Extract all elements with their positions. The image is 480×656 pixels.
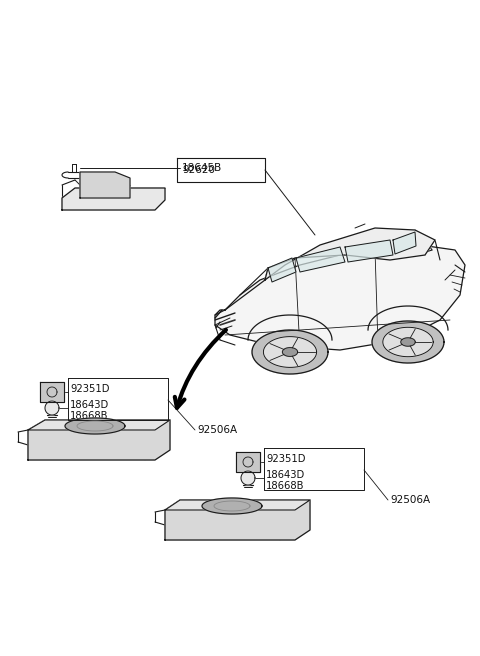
Text: 18643D: 18643D — [70, 400, 109, 410]
Polygon shape — [252, 330, 328, 374]
Polygon shape — [202, 498, 262, 514]
Polygon shape — [28, 420, 170, 460]
Polygon shape — [40, 382, 64, 402]
Text: 18668B: 18668B — [266, 481, 304, 491]
Polygon shape — [345, 240, 393, 262]
Polygon shape — [62, 188, 165, 210]
Polygon shape — [401, 338, 415, 346]
Polygon shape — [165, 500, 310, 510]
Polygon shape — [28, 420, 170, 430]
Polygon shape — [241, 471, 255, 485]
Polygon shape — [215, 245, 465, 350]
Polygon shape — [165, 500, 310, 540]
Text: 18643D: 18643D — [266, 470, 305, 480]
Polygon shape — [282, 348, 298, 356]
Text: 18668B: 18668B — [70, 411, 108, 421]
Polygon shape — [264, 337, 317, 367]
Polygon shape — [65, 418, 125, 434]
Text: 92620: 92620 — [182, 165, 215, 175]
Polygon shape — [236, 452, 260, 472]
Polygon shape — [393, 232, 416, 254]
Text: 92351D: 92351D — [70, 384, 109, 394]
Text: 92506A: 92506A — [197, 425, 237, 435]
Text: 18645B: 18645B — [182, 163, 222, 173]
Polygon shape — [265, 228, 435, 280]
Polygon shape — [80, 172, 130, 198]
Polygon shape — [268, 258, 296, 282]
Polygon shape — [45, 401, 59, 415]
Polygon shape — [296, 247, 345, 272]
Text: 92351D: 92351D — [266, 454, 305, 464]
Text: 92506A: 92506A — [390, 495, 430, 505]
Polygon shape — [383, 327, 433, 357]
Polygon shape — [372, 321, 444, 363]
